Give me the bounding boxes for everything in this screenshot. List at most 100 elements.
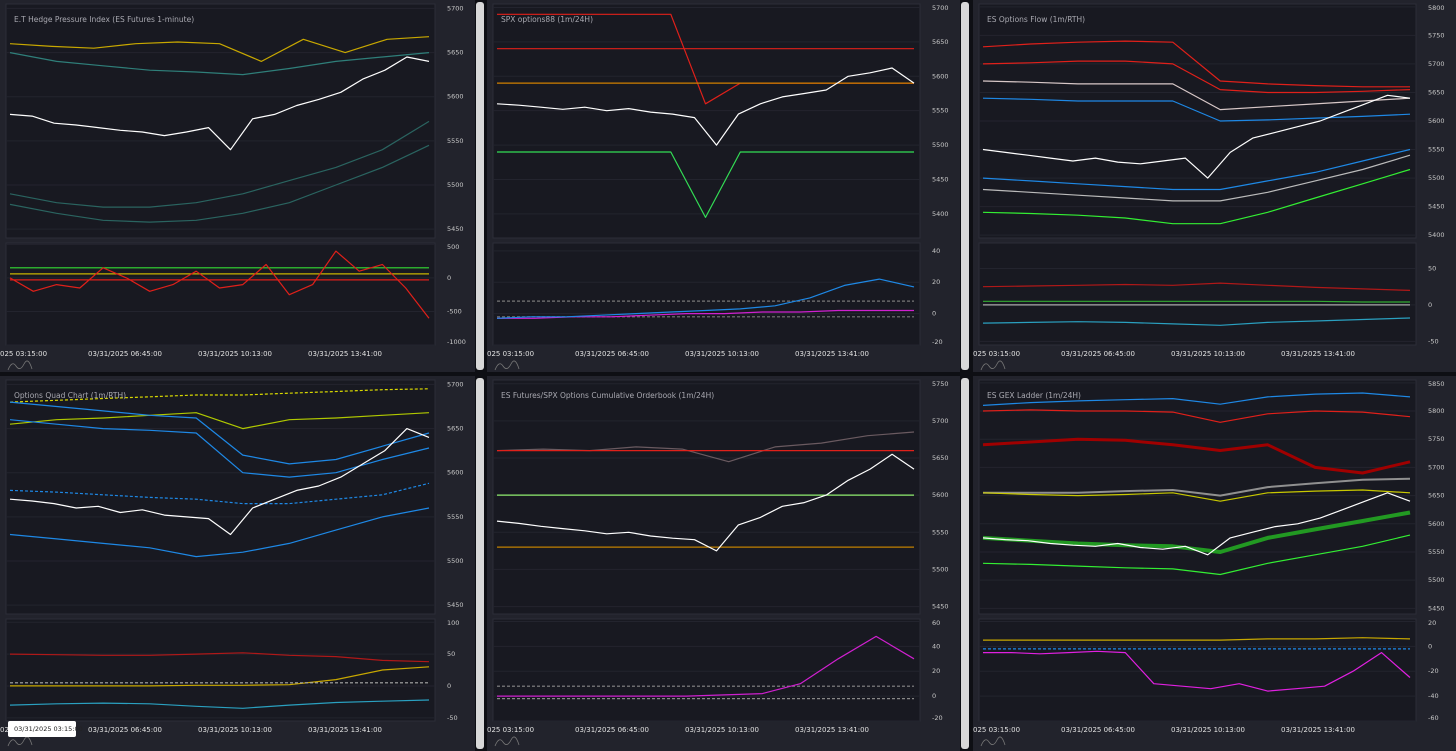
series-line bbox=[496, 67, 915, 146]
y-tick-label: -50 bbox=[1428, 337, 1439, 345]
y-tick-label: 500 bbox=[447, 243, 459, 251]
x-tick-label: 025 03:15:00 bbox=[487, 350, 534, 358]
y-tick-label: 5450 bbox=[1428, 604, 1445, 612]
y-tick-label: 20 bbox=[932, 278, 940, 286]
series-line bbox=[982, 282, 1411, 291]
series-line bbox=[9, 250, 430, 319]
logo bbox=[7, 360, 33, 371]
chart-title: ES Options Flow (1m/RTH) bbox=[987, 15, 1085, 24]
series-line bbox=[982, 97, 1411, 122]
y-tick-label: 5600 bbox=[1428, 117, 1445, 125]
series-line bbox=[982, 40, 1410, 88]
scrollbar[interactable] bbox=[476, 378, 484, 749]
y-tick-label: 0 bbox=[447, 274, 451, 282]
y-tick-label: 0 bbox=[447, 682, 451, 690]
y-tick-label: 5700 bbox=[932, 4, 949, 12]
y-tick-label: 50 bbox=[1428, 265, 1436, 273]
y-tick-label: 20 bbox=[932, 667, 940, 675]
y-tick-label: 5700 bbox=[932, 417, 949, 425]
y-tick-label: 5650 bbox=[447, 49, 464, 57]
series-line bbox=[983, 300, 1410, 303]
y-tick-label: 0 bbox=[932, 692, 936, 700]
series-line bbox=[9, 401, 430, 465]
y-tick-label: 0 bbox=[932, 310, 936, 318]
x-tick-label: 03/31/2025 10:13:00 bbox=[1171, 726, 1245, 734]
y-tick-label: 5750 bbox=[1428, 435, 1445, 443]
cursor-tooltip-box bbox=[8, 721, 76, 737]
y-tick-label: 5700 bbox=[447, 4, 464, 12]
series-line bbox=[982, 94, 1411, 179]
x-tick-label: 03/31/2025 13:41:00 bbox=[308, 350, 382, 358]
y-tick-label: 5450 bbox=[447, 601, 464, 609]
y-tick-label: 5800 bbox=[1428, 407, 1445, 415]
series-line bbox=[9, 699, 430, 709]
y-tick-label: 0 bbox=[1428, 642, 1432, 650]
chart-panel: 5450 5500 5550 5600 5650 5700 5750 5800 5850 -60 -… bbox=[973, 376, 1456, 751]
series-line bbox=[982, 148, 1411, 191]
logo bbox=[494, 736, 520, 747]
chart-panel: 5450 5500 5550 5600 5650 5700 5750 -20 0 20 40 60 ES… bbox=[487, 376, 969, 751]
series-line bbox=[497, 151, 914, 218]
scrollbar[interactable] bbox=[476, 2, 484, 370]
y-tick-label: 5600 bbox=[932, 72, 949, 80]
x-tick-label: 03/31/2025 13:41:00 bbox=[308, 726, 382, 734]
x-tick-label: 025 03:15:00 bbox=[487, 726, 534, 734]
y-tick-label: 5500 bbox=[932, 565, 949, 573]
y-tick-label: 5500 bbox=[932, 141, 949, 149]
x-tick-label: 025 03:15:00 bbox=[973, 726, 1020, 734]
chart-panel: 5450 5500 5550 5600 5650 5700 -1000 -500 0 500 E.T… bbox=[0, 0, 484, 372]
y-tick-label: -60 bbox=[1428, 714, 1439, 722]
x-tick-label: 03/31/2025 06:45:00 bbox=[575, 726, 649, 734]
y-tick-label: 5700 bbox=[447, 380, 464, 388]
y-tick-label: 5450 bbox=[932, 603, 949, 611]
logo bbox=[980, 360, 1006, 371]
x-tick-label: 03/31/2025 06:45:00 bbox=[575, 350, 649, 358]
y-tick-label: 5550 bbox=[1428, 548, 1445, 556]
y-tick-label: 5700 bbox=[1428, 463, 1445, 471]
y-tick-label: 5650 bbox=[932, 454, 949, 462]
y-tick-label: 5550 bbox=[447, 513, 464, 521]
series-line bbox=[982, 409, 1411, 423]
y-tick-label: -20 bbox=[932, 714, 943, 722]
series-line bbox=[496, 278, 915, 319]
scrollbar[interactable] bbox=[961, 2, 969, 370]
x-tick-label: 03/31/2025 10:13:00 bbox=[685, 726, 759, 734]
series-line bbox=[982, 60, 1411, 94]
series-line bbox=[982, 168, 1411, 225]
series-line bbox=[983, 477, 1411, 497]
series-line bbox=[9, 120, 430, 208]
y-tick-label: 0 bbox=[1428, 301, 1432, 309]
series-line bbox=[982, 492, 1411, 556]
series-line bbox=[9, 36, 430, 62]
y-tick-label: 5750 bbox=[932, 380, 949, 388]
x-tick-label: 03/31/2025 10:13:00 bbox=[198, 350, 272, 358]
y-tick-label: 40 bbox=[932, 642, 940, 650]
series-line bbox=[982, 437, 1411, 475]
scrollbar[interactable] bbox=[961, 378, 969, 749]
y-tick-label: 5650 bbox=[1428, 88, 1445, 96]
chart-panel: 5450 5500 5550 5600 5650 5700 -50 0 50 100 Options… bbox=[0, 376, 484, 751]
x-tick-label: 03/31/2025 06:45:00 bbox=[1061, 350, 1135, 358]
y-tick-label: -20 bbox=[1428, 667, 1439, 675]
x-tick-label: 03/31/2025 13:41:00 bbox=[1281, 350, 1355, 358]
plot-area bbox=[492, 3, 921, 239]
logo bbox=[494, 360, 520, 371]
x-tick-label: 03/31/2025 10:13:00 bbox=[198, 726, 272, 734]
y-tick-label: -50 bbox=[447, 714, 458, 722]
chart-title: E.T Hedge Pressure Index (ES Futures 1-m… bbox=[14, 15, 194, 24]
y-tick-label: 5500 bbox=[1428, 174, 1445, 182]
series-line bbox=[982, 80, 1411, 111]
x-tick-label: 03/31/2025 10:13:00 bbox=[1171, 350, 1245, 358]
series-line bbox=[983, 650, 1411, 692]
series-line bbox=[982, 489, 1411, 502]
x-tick-label: 03/31/2025 13:41:00 bbox=[795, 726, 869, 734]
series-line bbox=[9, 507, 430, 558]
series-line bbox=[982, 510, 1411, 554]
x-tick-label: 03/31/2025 06:45:00 bbox=[1061, 726, 1135, 734]
logo bbox=[7, 736, 33, 747]
y-tick-label: 5400 bbox=[932, 210, 949, 218]
logo bbox=[980, 736, 1006, 747]
x-tick-label: 025 03:15:00 bbox=[973, 350, 1020, 358]
series-line bbox=[10, 666, 430, 687]
